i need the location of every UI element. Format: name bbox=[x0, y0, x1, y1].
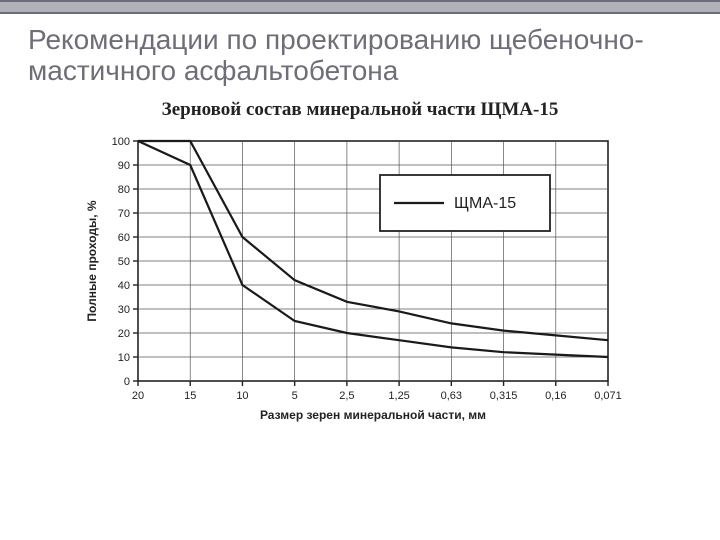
svg-text:20: 20 bbox=[118, 328, 130, 340]
svg-text:0: 0 bbox=[124, 376, 130, 388]
svg-text:20: 20 bbox=[132, 390, 144, 402]
svg-text:15: 15 bbox=[184, 390, 196, 402]
svg-text:90: 90 bbox=[118, 160, 130, 172]
svg-text:10: 10 bbox=[236, 390, 248, 402]
svg-text:5: 5 bbox=[292, 390, 298, 402]
svg-text:80: 80 bbox=[118, 184, 130, 196]
top-accent-bar bbox=[0, 0, 720, 14]
svg-text:60: 60 bbox=[118, 232, 130, 244]
svg-text:30: 30 bbox=[118, 304, 130, 316]
chart-container: 0 10 20 30 40 50 60 70 80 90 100 20 15 10 5 2,5 1,25 0,63… bbox=[0, 127, 720, 437]
svg-text:Размер зерен минеральной части: Размер зерен минеральной части, мм bbox=[260, 408, 486, 422]
page-title: Рекомендации по проектированию щебеночно… bbox=[0, 14, 720, 91]
svg-text:ЩМА-15: ЩМА-15 bbox=[454, 195, 516, 212]
svg-text:70: 70 bbox=[118, 208, 130, 220]
chart-subtitle: Зерновой состав минеральной части ЩМА-15 bbox=[0, 99, 720, 121]
svg-text:1,25: 1,25 bbox=[388, 390, 409, 402]
svg-text:Полные проходы, %: Полные проходы, % bbox=[85, 200, 99, 321]
svg-text:40: 40 bbox=[118, 280, 130, 292]
svg-text:100: 100 bbox=[112, 136, 130, 148]
svg-text:50: 50 bbox=[118, 256, 130, 268]
svg-text:0,315: 0,315 bbox=[490, 390, 518, 402]
sieve-chart: 0 10 20 30 40 50 60 70 80 90 100 20 15 10 5 2,5 1,25 0,63… bbox=[80, 127, 640, 437]
svg-text:0,63: 0,63 bbox=[441, 390, 462, 402]
svg-text:0,071: 0,071 bbox=[594, 390, 622, 402]
svg-text:2,5: 2,5 bbox=[339, 390, 354, 402]
svg-text:10: 10 bbox=[118, 352, 130, 364]
svg-text:0,16: 0,16 bbox=[545, 390, 566, 402]
